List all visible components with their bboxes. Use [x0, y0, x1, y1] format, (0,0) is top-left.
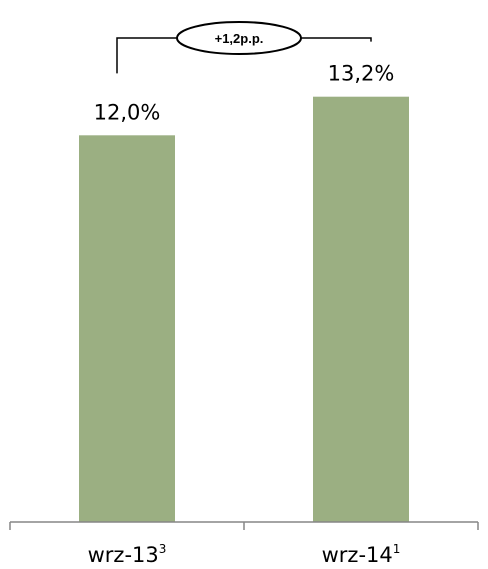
value-label-wrz-14: 13,2% — [328, 62, 395, 86]
category-label-wrz-14: wrz-141 — [322, 542, 401, 567]
value-label-wrz-13: 12,0% — [94, 100, 161, 124]
difference-annotation: +1,2p.p. — [215, 31, 264, 46]
bar-wrz-14 — [313, 96, 409, 522]
bar-wrz-13 — [79, 135, 175, 523]
category-label-wrz-13: wrz-133 — [88, 542, 167, 567]
difference-annotation-bubble — [176, 21, 302, 55]
